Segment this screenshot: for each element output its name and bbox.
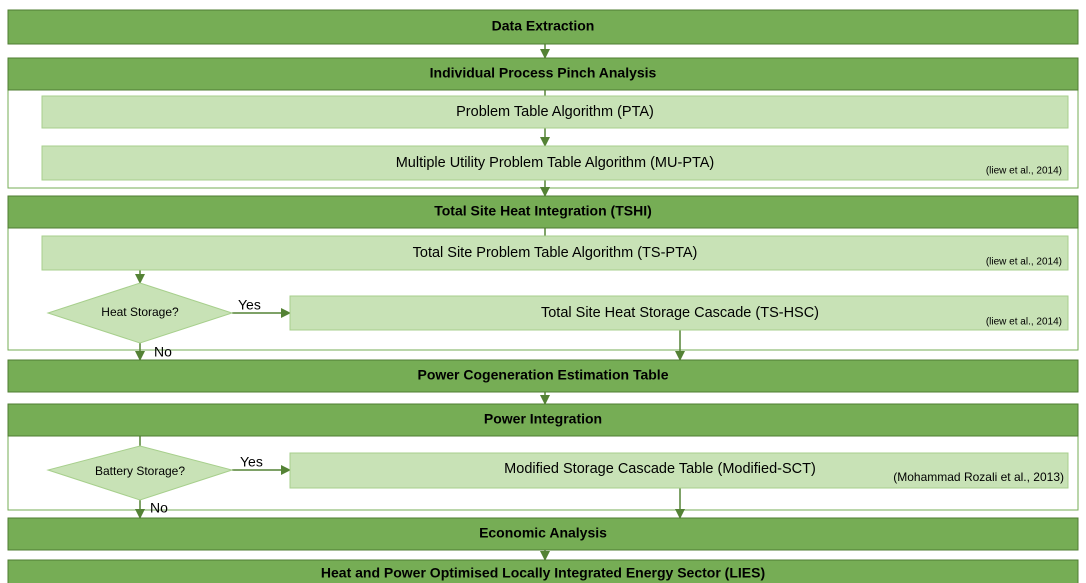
decision-diamond <box>46 282 234 344</box>
stage-bar <box>7 559 1079 583</box>
stage-label: Total Site Heat Integration (TSHI) <box>434 203 652 219</box>
no-label: No <box>150 500 168 516</box>
step-label: Total Site Problem Table Algorithm (TS-P… <box>413 245 698 261</box>
step-box <box>41 145 1069 181</box>
step-label: Multiple Utility Problem Table Algorithm… <box>396 155 715 171</box>
stage-label: Heat and Power Optimised Locally Integra… <box>321 565 765 581</box>
step-label: Modified Storage Cascade Table (Modified… <box>504 461 816 477</box>
no-label: No <box>154 344 172 360</box>
stage-bar <box>7 403 1079 437</box>
stage-bar <box>7 359 1079 393</box>
decision-label: Battery Storage? <box>95 464 185 478</box>
stage-label: Data Extraction <box>492 18 595 34</box>
yes-label: Yes <box>240 454 263 470</box>
stage-label: Economic Analysis <box>479 525 607 541</box>
step-box <box>289 295 1069 331</box>
step-label: Total Site Heat Storage Cascade (TS-HSC) <box>541 305 819 321</box>
arrows <box>135 44 685 561</box>
citation: (liew et al., 2014) <box>986 317 1062 328</box>
stage-bar <box>7 57 1079 91</box>
step-box <box>289 452 1069 489</box>
stage-label: Power Cogeneration Estimation Table <box>417 367 668 383</box>
step-box <box>41 95 1069 129</box>
stage-bar <box>7 9 1079 45</box>
stage-bar <box>7 195 1079 229</box>
citation: (liew et al., 2014) <box>986 166 1062 177</box>
stage-label: Individual Process Pinch Analysis <box>430 65 657 81</box>
decision-diamond <box>46 445 234 501</box>
step-label: Problem Table Algorithm (PTA) <box>456 104 654 120</box>
stage-label: Power Integration <box>484 411 602 427</box>
citation: (liew et al., 2014) <box>986 257 1062 268</box>
decision-label: Heat Storage? <box>101 305 179 319</box>
citation: (Mohammad Rozali et al., 2013) <box>893 470 1064 484</box>
step-box <box>41 235 1069 271</box>
stage-bar <box>7 517 1079 551</box>
yes-label: Yes <box>238 297 261 313</box>
